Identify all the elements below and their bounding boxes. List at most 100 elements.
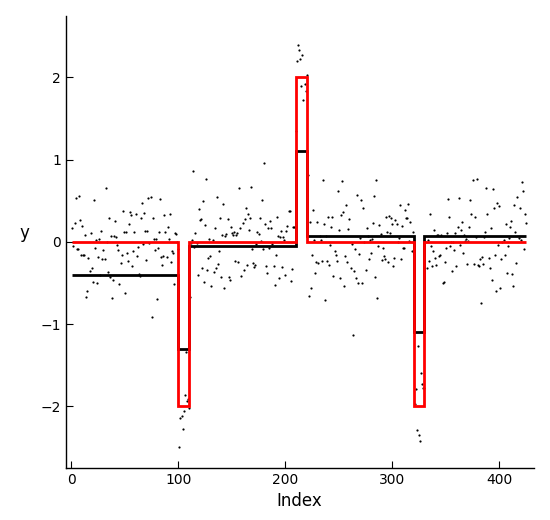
Point [410,399,419,408]
Point [412,426,421,434]
Point [226,276,234,284]
Point [278,263,287,271]
Point [332,256,341,265]
Point [510,201,519,209]
Point [184,395,192,403]
Point [327,223,336,231]
Point [114,246,123,255]
Point [110,232,119,240]
Point [323,257,332,265]
Point [273,231,282,240]
Point [463,260,471,268]
Point [205,235,214,243]
Point [289,223,298,231]
Point [189,167,197,175]
Point [256,237,265,245]
Point [170,229,179,238]
Point [216,214,224,223]
Point [149,235,158,243]
Point [306,284,315,292]
Point [228,230,237,239]
Point [467,210,476,218]
Point [339,208,348,216]
Point [345,215,354,224]
Point [202,175,211,183]
Point [257,196,266,204]
Point [355,250,364,258]
Point [501,220,510,228]
Point [366,249,375,257]
Point [393,238,402,246]
Point [79,251,87,259]
Point [331,251,340,259]
Point [511,228,520,237]
Point [214,247,223,255]
Point [298,51,307,60]
Point [422,264,431,272]
Point [402,214,411,222]
Point [237,272,246,280]
Point [199,197,207,205]
Point [443,195,452,203]
Point [72,194,80,202]
Point [91,236,100,244]
Point [100,255,109,263]
Point [213,260,222,268]
Point [267,224,276,232]
Point [450,246,459,254]
Point [152,295,161,303]
Point [448,267,456,275]
Point [187,238,196,246]
Point [466,196,475,204]
Point [459,249,468,257]
Point [238,219,247,227]
Point [158,261,167,269]
Point [362,224,371,232]
Point [163,223,172,231]
Point [433,231,442,239]
Point [99,246,108,254]
Point [277,227,285,235]
Point [271,251,280,259]
Point [96,271,104,279]
Point [249,259,257,268]
Point [288,223,297,231]
Point [376,229,385,238]
Point [486,224,495,232]
Point [118,207,127,215]
Point [211,264,220,272]
Point [419,384,428,393]
Point [334,226,343,235]
Point [356,234,365,242]
Point [119,228,128,236]
Point [282,227,291,236]
Point [227,223,235,231]
Point [359,204,368,213]
Point [83,287,92,295]
Point [142,256,151,265]
Point [401,206,410,214]
Point [411,385,420,393]
Point [246,214,255,222]
Point [406,218,415,226]
Point [223,215,232,224]
Point [270,281,279,290]
Point [370,192,378,200]
Point [177,412,186,420]
Point [292,127,300,135]
Point [502,268,511,277]
Point [203,266,212,275]
Point [416,437,425,446]
Point [75,216,84,224]
Point [409,241,418,250]
Point [241,204,250,213]
Point [89,278,97,287]
Point [497,255,506,263]
Point [168,247,177,255]
Point [287,265,296,273]
Point [87,264,96,272]
Point [265,244,274,252]
Point [233,229,241,238]
Point [403,214,411,223]
Point [91,244,100,252]
